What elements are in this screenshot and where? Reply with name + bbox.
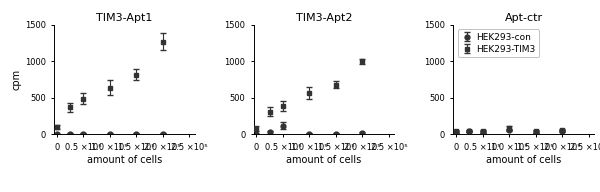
Legend: HEK293-con, HEK293-TIM3: HEK293-con, HEK293-TIM3 bbox=[458, 30, 539, 57]
Title: TIM3-Apt2: TIM3-Apt2 bbox=[296, 13, 352, 23]
Title: TIM3-Apt1: TIM3-Apt1 bbox=[96, 13, 152, 23]
Title: Apt-ctr: Apt-ctr bbox=[505, 13, 543, 23]
Y-axis label: cpm: cpm bbox=[12, 69, 22, 90]
X-axis label: amount of cells: amount of cells bbox=[486, 155, 562, 165]
X-axis label: amount of cells: amount of cells bbox=[86, 155, 162, 165]
X-axis label: amount of cells: amount of cells bbox=[286, 155, 362, 165]
